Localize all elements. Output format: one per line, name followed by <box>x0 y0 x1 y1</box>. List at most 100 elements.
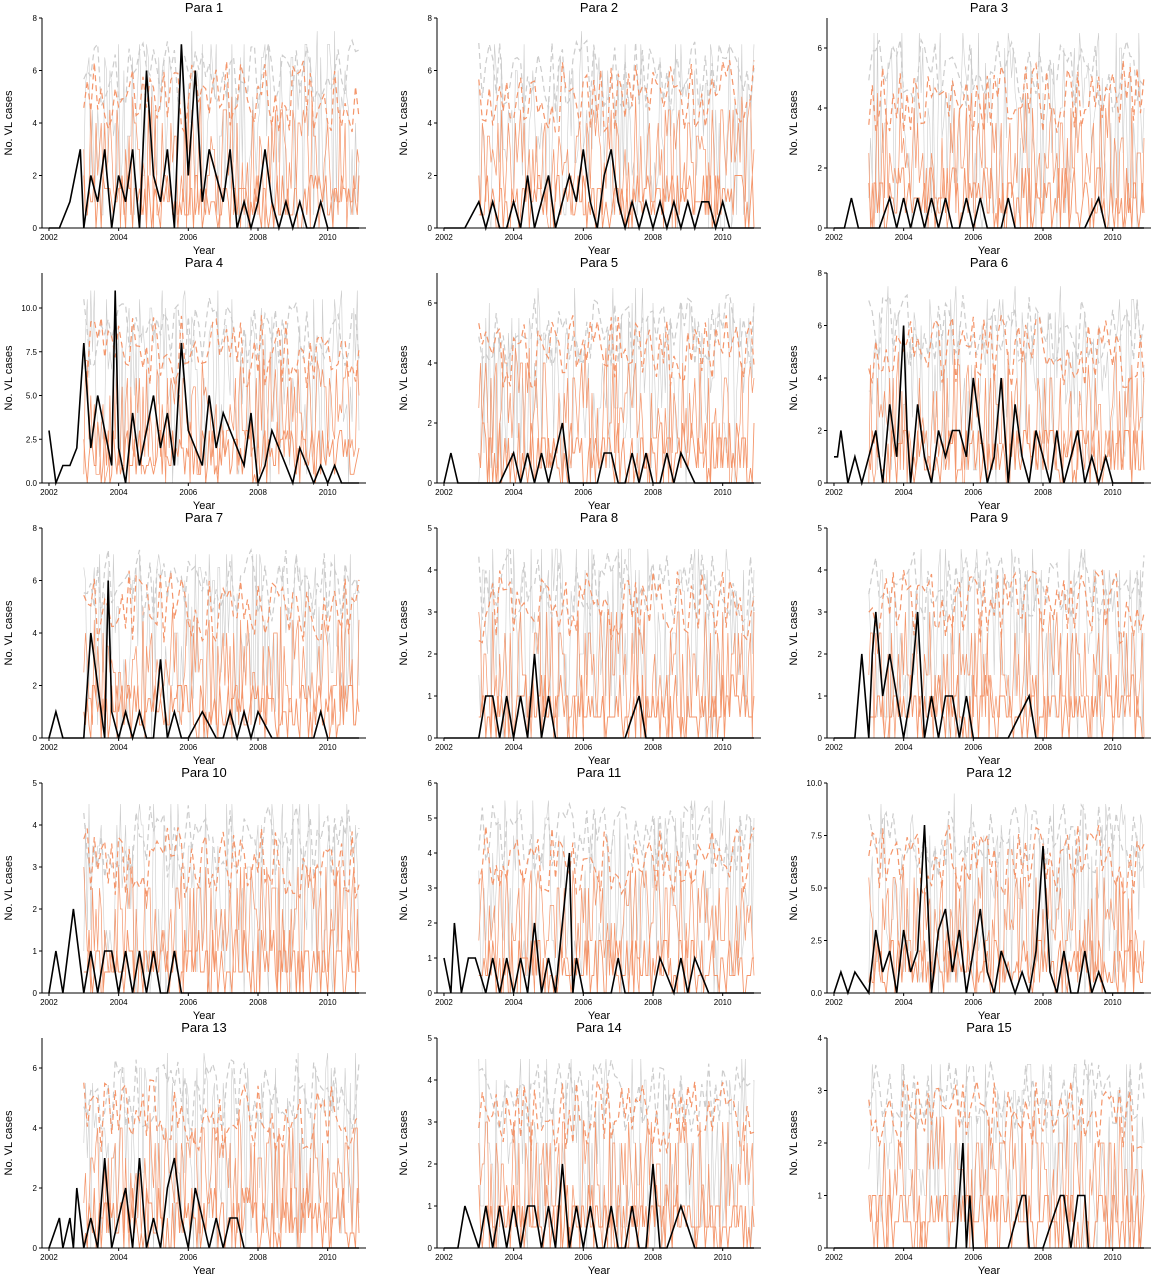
panel-para-13: 2002 2004 2006 2008 2010 0 2 4 6 Para 13 Year No. V… <box>0 1020 380 1278</box>
y-axis-label: No. VL cases <box>3 90 15 156</box>
x-tick-label: 2010 <box>714 1253 732 1262</box>
x-tick-label: 2006 <box>964 998 982 1007</box>
x-axis-label: Year <box>193 245 216 257</box>
alt-upper-envelope <box>478 549 755 623</box>
y-tick-label: 4 <box>428 119 433 128</box>
x-tick-label: 2002 <box>825 233 843 242</box>
y-tick-label: 0 <box>33 224 38 233</box>
alt-upper-envelope <box>868 803 1145 877</box>
y-tick-label: 0 <box>33 734 38 743</box>
observed-series-line <box>444 653 754 739</box>
sim-lines-b <box>868 674 1144 739</box>
sim-upper-envelope <box>478 315 755 390</box>
panel-title: Para 12 <box>966 765 1012 780</box>
x-tick-label: 2006 <box>964 1253 982 1262</box>
x-tick-label: 2006 <box>179 743 197 752</box>
y-tick-label: 2 <box>428 172 433 181</box>
y-tick-label: 2 <box>428 1160 433 1169</box>
x-tick-label: 2002 <box>40 998 58 1007</box>
y-axis-label: No. VL cases <box>3 345 15 411</box>
x-tick-label: 2010 <box>319 743 337 752</box>
y-tick-label: 10.0 <box>806 779 822 788</box>
panel-title: Para 2 <box>580 0 618 15</box>
y-tick-label: 1 <box>428 692 433 701</box>
y-tick-label: 2.5 <box>26 435 38 444</box>
x-tick-label: 2010 <box>1104 233 1122 242</box>
panel-para-10: 2002 2004 2006 2008 2010 0 1 2 3 4 5 Para 10 Year No.… <box>0 765 380 1023</box>
y-axis-label: No. VL cases <box>788 345 800 411</box>
x-tick-label: 2006 <box>574 1253 592 1262</box>
x-tick-label: 2004 <box>895 743 913 752</box>
y-axis-label: No. VL cases <box>788 855 800 921</box>
y-tick-label: 5.0 <box>26 392 38 401</box>
alt-upper-envelope <box>868 551 1145 622</box>
simulated-band <box>868 32 1145 229</box>
y-tick-label: 2.5 <box>811 937 823 946</box>
x-tick-label: 2004 <box>895 488 913 497</box>
sim-upper-envelope <box>868 824 1145 898</box>
y-tick-label: 8 <box>33 524 38 533</box>
y-tick-label: 0.0 <box>26 479 38 488</box>
alt-sim-lines <box>868 793 1145 994</box>
y-tick-label: 2 <box>33 905 38 914</box>
alt-upper-envelope <box>83 297 360 368</box>
x-tick-label: 2010 <box>714 488 732 497</box>
x-tick-label: 2010 <box>319 488 337 497</box>
sim-lines-b <box>478 674 755 739</box>
x-tick-label: 2004 <box>895 233 913 242</box>
panel-title: Para 1 <box>185 0 223 15</box>
simulated-band <box>83 290 360 484</box>
y-tick-label: 0 <box>428 989 433 998</box>
simulated-band <box>868 793 1145 994</box>
chart-svg: 2002 2004 2006 2008 2010 0 1 2 3 4 5 Para 9 Year No. … <box>788 510 1151 767</box>
y-tick-label: 2 <box>818 164 823 173</box>
y-tick-label: 4 <box>428 1076 433 1085</box>
x-tick-label: 2002 <box>435 1253 453 1262</box>
y-tick-label: 6 <box>33 67 38 76</box>
x-tick-label: 2006 <box>964 488 982 497</box>
y-tick-label: 5 <box>428 524 433 533</box>
y-tick-label: 0 <box>428 224 433 233</box>
chart-svg: 2002 2004 2006 2008 2010 0 2 4 6 8 Para 7 Year No. V… <box>3 510 366 767</box>
x-tick-label: 2004 <box>505 998 523 1007</box>
y-tick-label: 1 <box>818 692 823 701</box>
simulated-band <box>83 803 360 994</box>
x-tick-label: 2002 <box>40 1253 58 1262</box>
x-tick-label: 2002 <box>825 1253 843 1262</box>
chart-svg: 2002 2004 2006 2008 2010 0 2 4 6 Para 13 Year No. V… <box>3 1020 366 1277</box>
x-tick-label: 2006 <box>964 233 982 242</box>
simulated-band <box>478 548 755 739</box>
x-tick-label: 2006 <box>179 1253 197 1262</box>
panel-para-4: 2002 2004 2006 2008 2010 0.0 2.5 5.0 7.5 10.0 Para… <box>0 255 380 513</box>
x-axis-label: Year <box>193 755 216 767</box>
panel-para-8: 2002 2004 2006 2008 2010 0 1 2 3 4 5 Para 8 Year No. … <box>395 510 775 768</box>
alt-upper-envelope <box>478 1059 755 1132</box>
y-axis-label: No. VL cases <box>788 600 800 666</box>
y-axis-label: No. VL cases <box>398 600 410 666</box>
alt-upper-envelope <box>478 39 755 113</box>
y-tick-label: 0 <box>428 1244 433 1253</box>
x-tick-label: 2002 <box>435 998 453 1007</box>
sim-upper-envelope <box>83 570 360 645</box>
y-tick-label: 3 <box>33 863 38 872</box>
simulated-band <box>83 31 360 229</box>
y-axis-label: No. VL cases <box>3 600 15 666</box>
alt-sim-lines <box>83 31 360 229</box>
x-tick-label: 2004 <box>110 233 128 242</box>
y-tick-label: 8 <box>818 269 823 278</box>
y-axis-label: No. VL cases <box>398 855 410 921</box>
sim-lines-a <box>868 92 1145 229</box>
x-tick-label: 2002 <box>435 233 453 242</box>
y-tick-label: 6 <box>428 779 433 788</box>
panel-para-14: 2002 2004 2006 2008 2010 0 1 2 3 4 5 Para 14 Year No.… <box>395 1020 775 1278</box>
panel-para-15: 2002 2004 2006 2008 2010 0 1 2 3 4 Para 15 Year No. … <box>785 1020 1165 1278</box>
y-tick-label: 4 <box>33 1124 38 1133</box>
x-tick-label: 2006 <box>964 743 982 752</box>
sim-lines-a <box>478 611 755 739</box>
x-tick-label: 2010 <box>319 998 337 1007</box>
y-tick-label: 4 <box>33 119 38 128</box>
x-tick-label: 2006 <box>179 488 197 497</box>
observed-series-line <box>444 1163 754 1249</box>
y-tick-label: 4 <box>818 1034 823 1043</box>
